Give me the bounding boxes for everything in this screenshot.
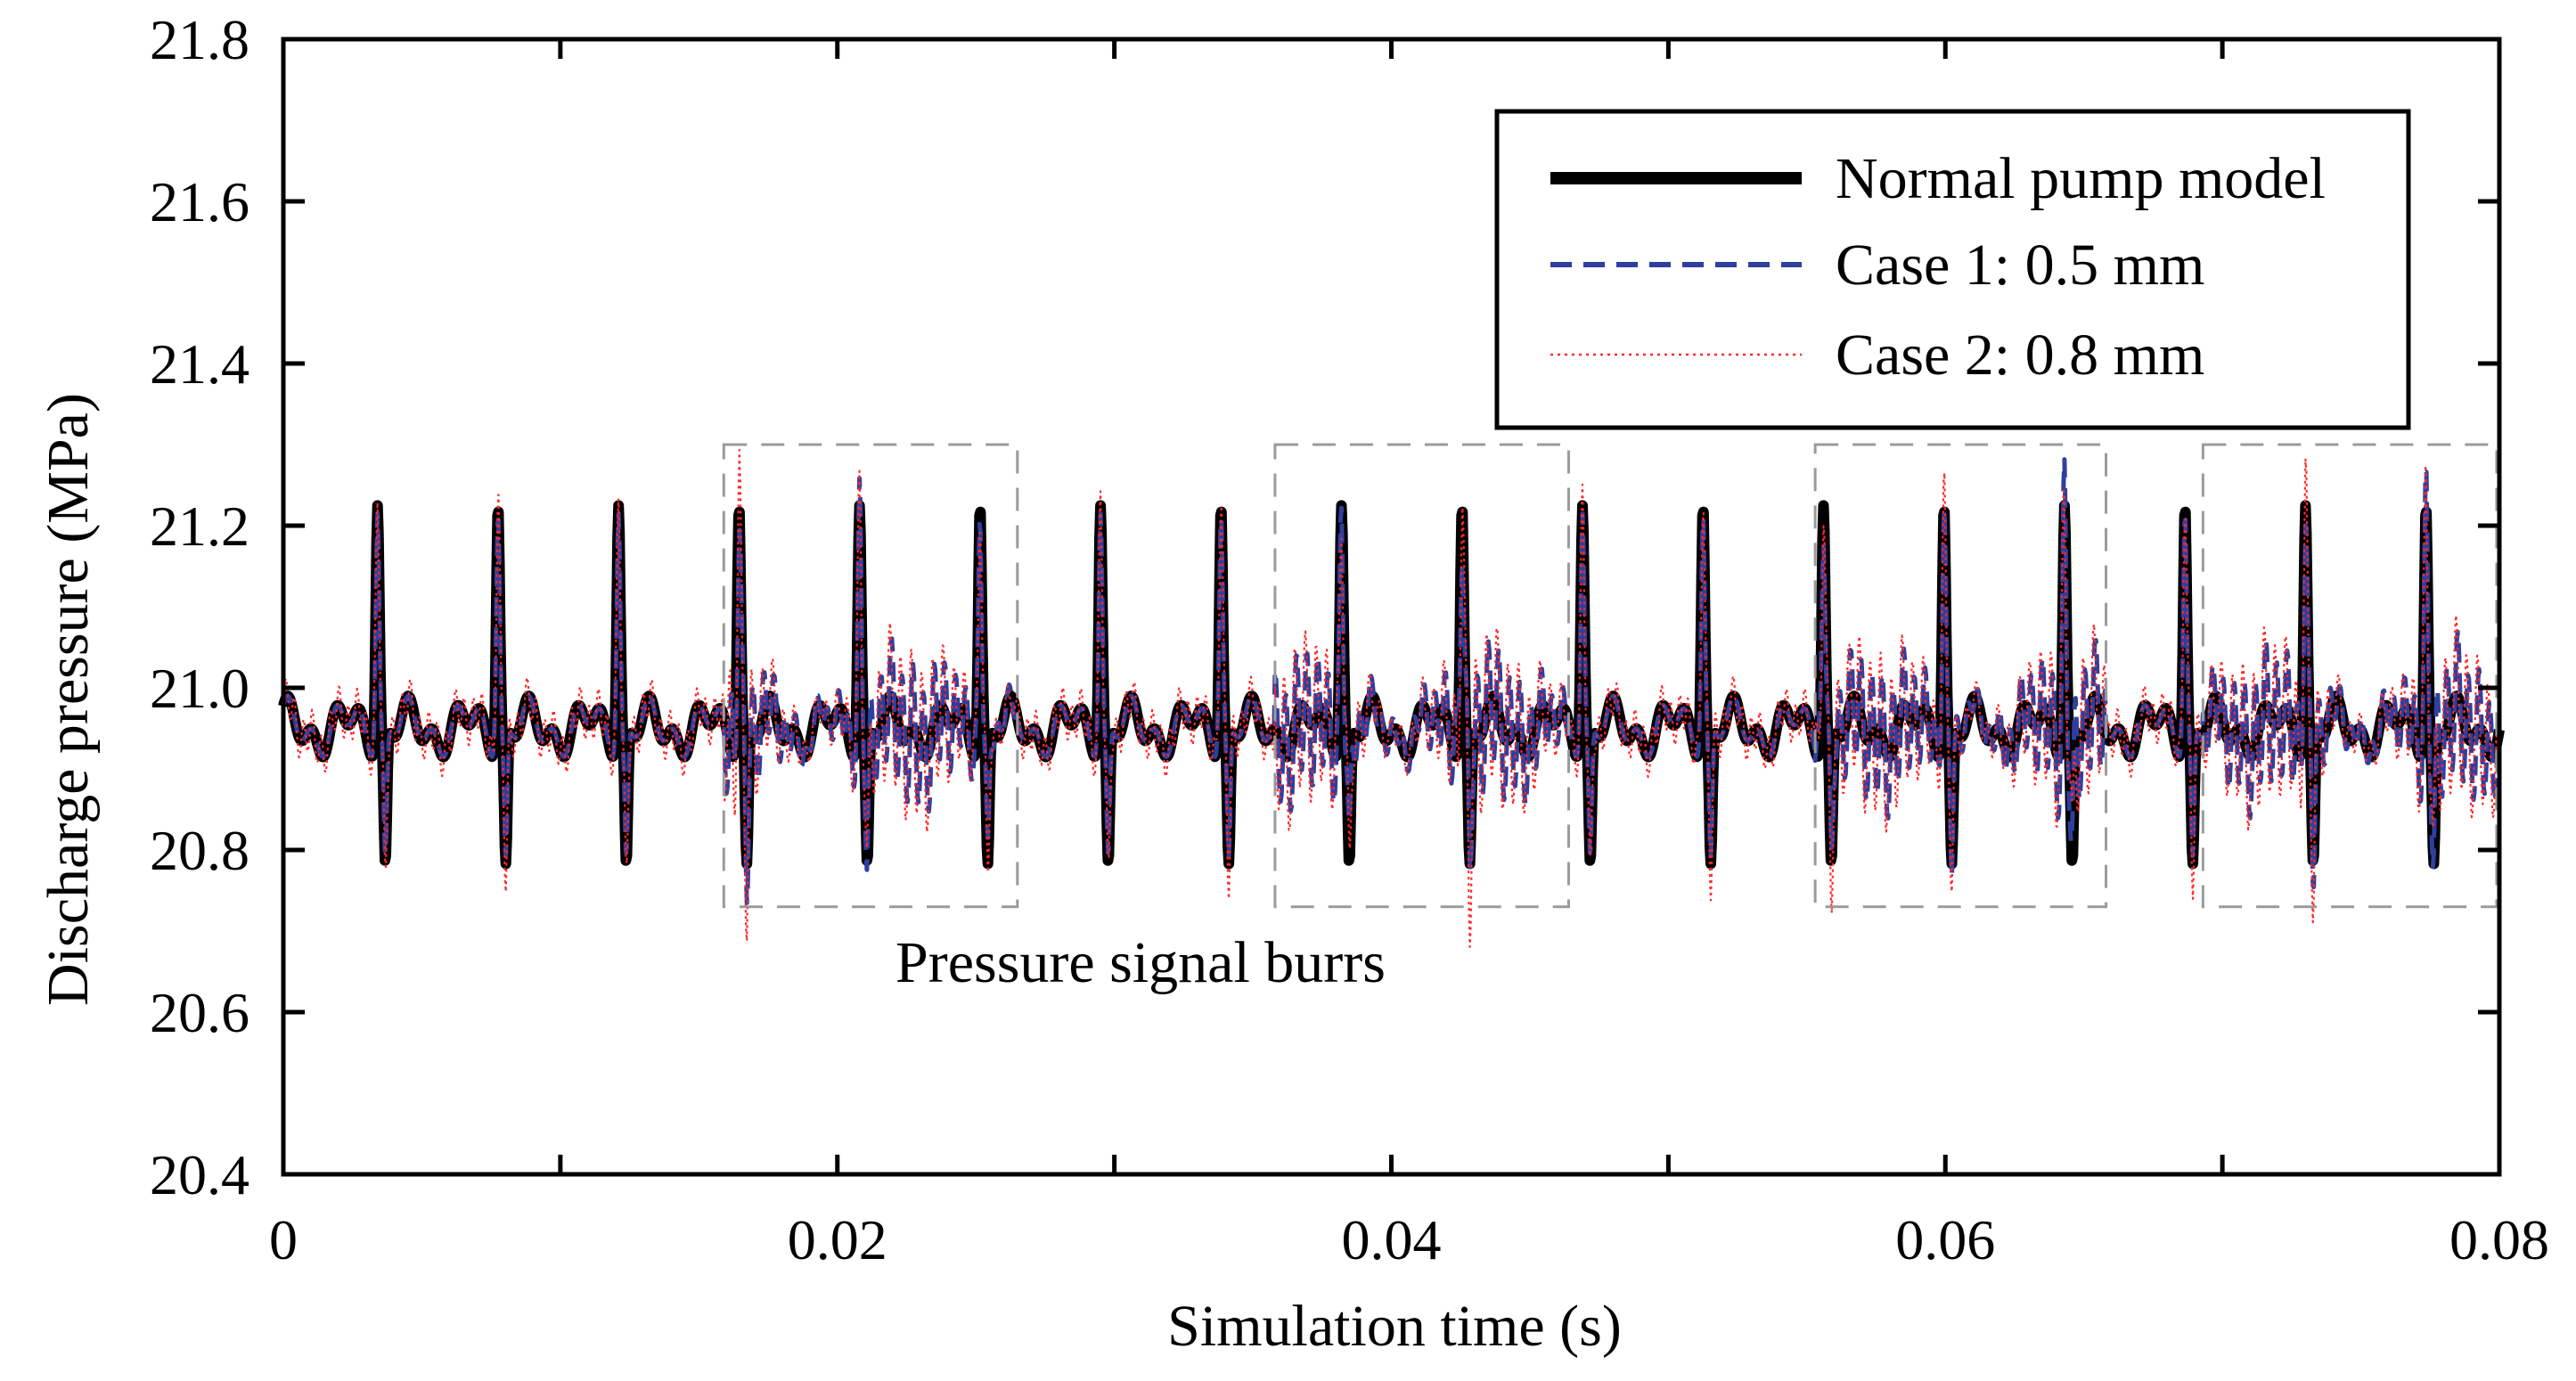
x-axis-title: Simulation time (s) <box>1167 1294 1622 1359</box>
y-axis-title: Discharge pressure (MPa) <box>36 393 101 1006</box>
burr-region-box <box>2201 443 2498 909</box>
legend-label-case2: Case 2: 0.8 mm <box>1836 323 2204 388</box>
x-tick-label: 0 <box>269 1208 298 1271</box>
annotation-text: Pressure signal burrs <box>895 930 1386 995</box>
annotation-layer <box>722 443 2498 909</box>
y-tick-label: 21.4 <box>150 332 249 396</box>
series-line-1 <box>281 457 2502 905</box>
x-tick-label: 0.02 <box>788 1208 887 1271</box>
burr-region-box <box>722 443 1019 909</box>
tick-layer: 0 0.02 0.04 0.06 0.08 20.4 20.6 20.8 21.0 21.2 21.… <box>150 8 2549 1271</box>
y-tick-label: 20.4 <box>150 1143 249 1206</box>
legend-label-normal: Normal pump model <box>1836 146 2326 211</box>
y-tick-label: 20.8 <box>150 819 249 882</box>
y-tick-label: 20.6 <box>150 981 249 1044</box>
legend: Normal pump model Case 1: 0.5 mm Case 2:… <box>1494 109 2411 430</box>
y-tick-label: 21.8 <box>150 8 249 71</box>
x-tick-label: 0.04 <box>1342 1208 1442 1271</box>
x-tick-label: 0.06 <box>1895 1208 1995 1271</box>
legend-box <box>1494 109 2411 430</box>
burr-region-box <box>1813 443 2108 909</box>
x-tick-label: 0.08 <box>2449 1208 2549 1271</box>
y-tick-label: 21.6 <box>150 170 249 233</box>
legend-label-case1: Case 1: 0.5 mm <box>1836 233 2204 298</box>
series-layer <box>278 448 2505 948</box>
y-tick-label: 21.0 <box>150 657 249 720</box>
burr-region-box <box>1273 443 1570 909</box>
y-tick-label: 21.2 <box>150 494 249 558</box>
